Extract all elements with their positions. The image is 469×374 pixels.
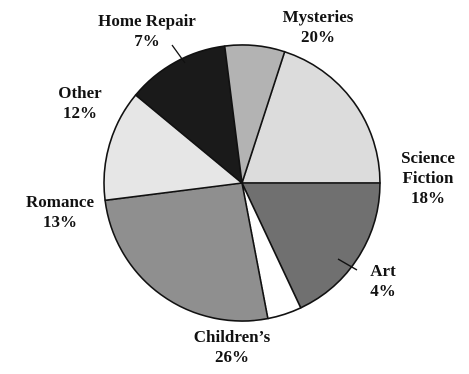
slice-label: Mysteries 20%: [283, 7, 354, 46]
leader-line: [171, 44, 186, 64]
slice-percent: 7%: [134, 31, 160, 50]
slice-name: Mysteries: [283, 7, 354, 26]
slice-percent: 12%: [63, 103, 97, 122]
slice-label: Children’s 26%: [194, 327, 271, 366]
slice-label: Home Repair 7%: [98, 11, 196, 50]
slice-labels: Mysteries 20% Science Fiction 18% Art 4% Childr…: [26, 7, 455, 366]
pie-slice-romance: [103, 93, 244, 202]
slice-name: Home Repair: [98, 11, 196, 30]
slice-label: Science Fiction 18%: [401, 148, 455, 207]
slice-label: Romance 13%: [26, 192, 94, 231]
slice-name: Romance: [26, 192, 94, 211]
pie-slice-children-s: [104, 182, 269, 322]
slice-name: Children’s: [194, 327, 271, 346]
slice-name: Art: [370, 261, 396, 280]
slice-percent: 20%: [301, 27, 335, 46]
leader-lines: [171, 44, 358, 271]
pie-slice-science-fiction: [240, 182, 381, 309]
pie-slices: [103, 44, 381, 322]
slice-label: Other 12%: [58, 83, 102, 122]
slice-percent: 4%: [370, 281, 396, 300]
pie-slice-mysteries: [240, 50, 381, 184]
leader-line: [337, 258, 358, 271]
slice-label: Art 4%: [370, 261, 396, 300]
slice-name: Other: [58, 83, 102, 102]
slice-percent: 26%: [215, 347, 249, 366]
slice-name: Fiction: [403, 168, 455, 187]
pie-slice-other: [134, 45, 244, 185]
slice-percent: 13%: [43, 212, 77, 231]
pie-slice-home-repair: [223, 44, 286, 184]
slice-name: Science: [401, 148, 455, 167]
slice-percent: 18%: [411, 188, 445, 207]
